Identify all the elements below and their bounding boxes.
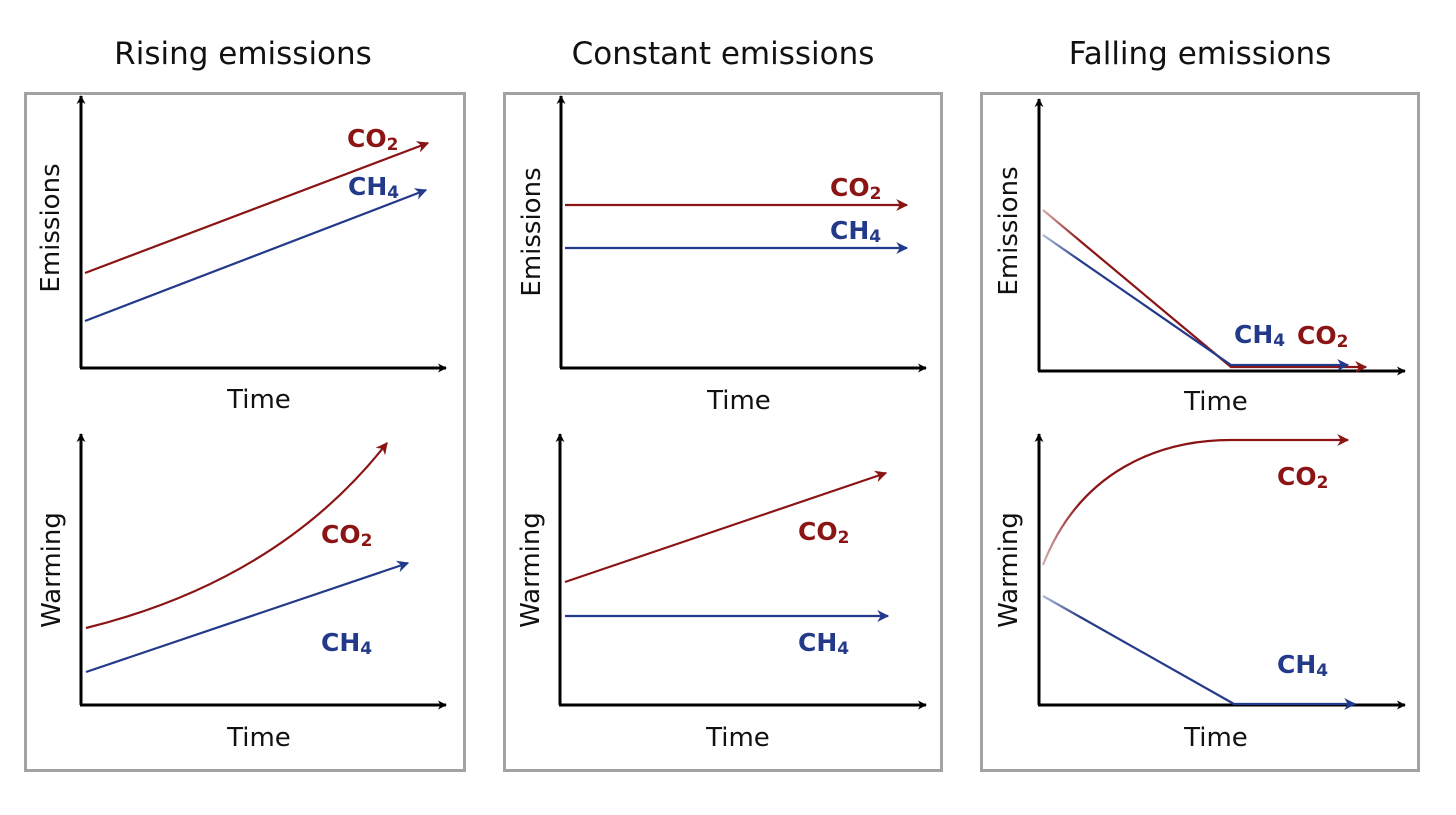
co2-label: CO2 [798, 517, 849, 548]
panel-title-falling: Falling emissions [1068, 36, 1332, 72]
panel-frame-falling [980, 92, 1420, 772]
ch4-label: CH4 [1277, 650, 1328, 681]
co2-label: CO2 [830, 173, 881, 204]
x-label-time-falling-top: Time [1183, 387, 1248, 417]
co2-emissions-rising-line [84, 141, 430, 275]
ch4-warming-falling-line [1042, 595, 1357, 710]
ch4-label: CH4 [1234, 320, 1285, 351]
ch4-emissions-falling-line [1042, 234, 1350, 371]
y-label-warming-falling: Warming [994, 512, 1024, 628]
y-label-warming-constant: Warming [516, 512, 546, 628]
ch4-label: CH4 [321, 628, 372, 659]
x-label-time-constant-top: Time [706, 386, 771, 416]
ch4-label: CH4 [348, 172, 399, 203]
panel-title-constant: Constant emissions [571, 36, 875, 72]
co2-label: CO2 [347, 124, 398, 155]
y-label-emissions-rising: Emissions [36, 163, 66, 292]
co2-label: CO2 [1277, 462, 1328, 493]
x-label-time-falling-bottom: Time [1183, 723, 1248, 753]
ch4-label: CH4 [830, 216, 881, 247]
co2-label: CO2 [1297, 321, 1348, 352]
panel-title-rising: Rising emissions [114, 36, 372, 72]
co2-warming-falling-curve [1041, 434, 1350, 566]
panel-frame-constant [503, 92, 943, 772]
ch4-emissions-rising-line [84, 188, 428, 323]
ch4-label: CH4 [798, 628, 849, 659]
x-label-time-constant-bottom: Time [705, 723, 770, 753]
y-label-emissions-constant: Emissions [517, 167, 547, 296]
x-label-time-rising-top: Time [226, 385, 291, 415]
co2-warming-constant-line [564, 470, 888, 584]
y-label-emissions-falling: Emissions [994, 166, 1024, 295]
co2-warming-rising-curve [85, 442, 388, 630]
co2-emissions-falling-line [1042, 209, 1368, 373]
y-label-warming-rising: Warming [37, 512, 67, 628]
ch4-warming-rising-line [85, 560, 410, 674]
panel-frame-rising [24, 92, 466, 772]
x-label-time-rising-bottom: Time [226, 723, 291, 753]
co2-label: CO2 [321, 520, 372, 551]
